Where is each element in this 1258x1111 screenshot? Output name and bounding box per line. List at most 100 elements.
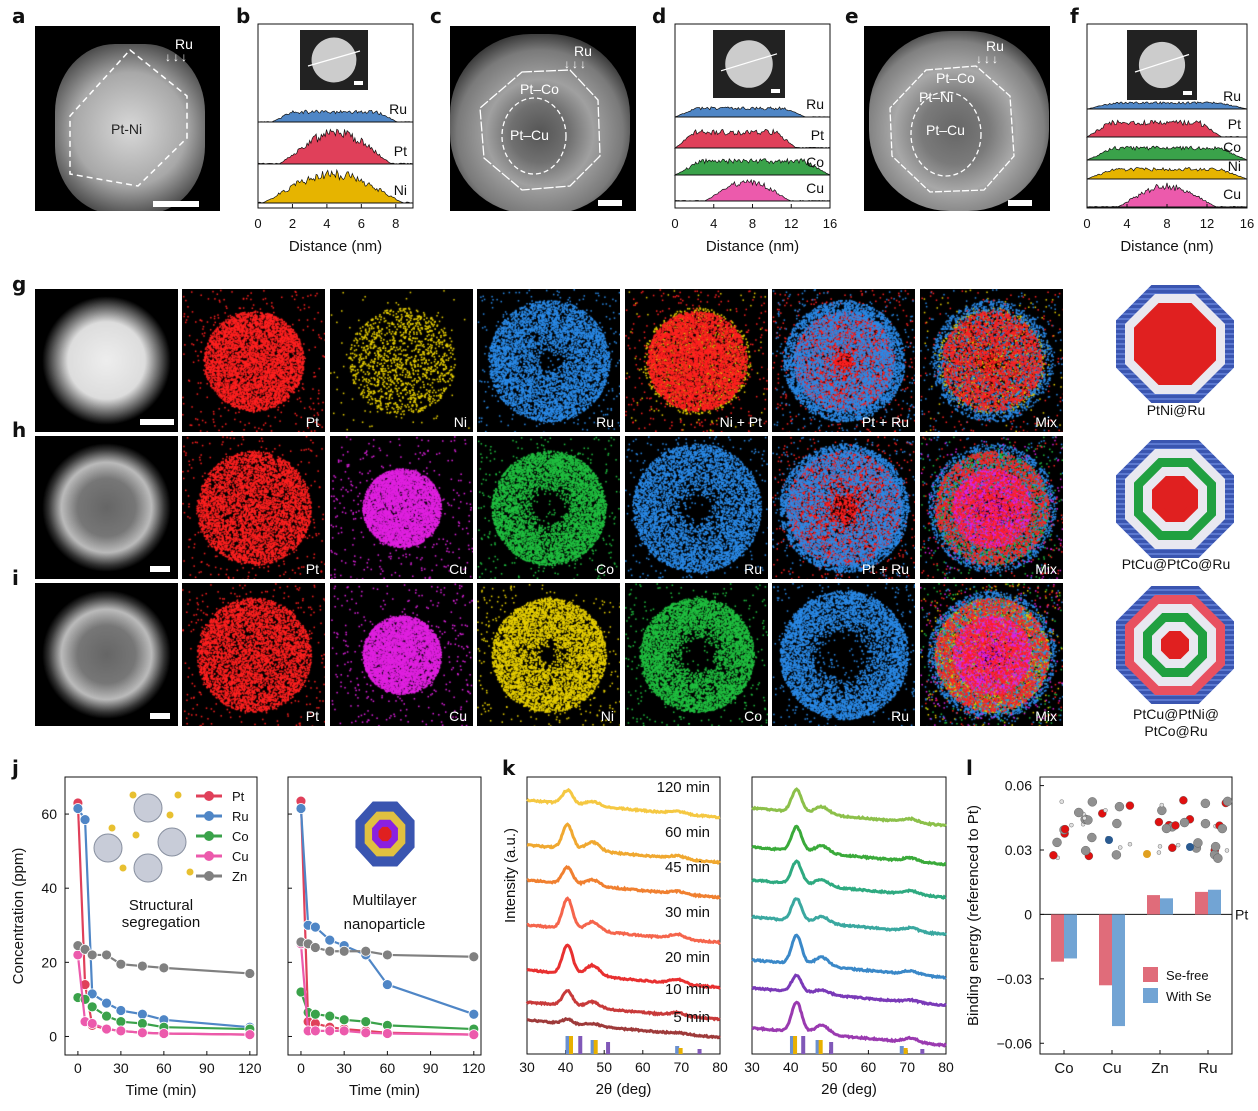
atom	[1179, 796, 1188, 805]
panel-label-l: l	[966, 756, 973, 780]
atom	[1049, 851, 1058, 860]
reference-pattern-tick	[793, 1036, 798, 1054]
data-point-ru	[468, 1008, 480, 1020]
y-tick-label: −0.03	[997, 971, 1033, 987]
profile-ru	[1086, 101, 1248, 110]
scale-bar	[1008, 200, 1032, 206]
x-tick-label: 30	[113, 1060, 129, 1076]
x-tick-label: 80	[712, 1059, 728, 1075]
xrd-pattern	[751, 933, 947, 980]
atom	[1193, 838, 1203, 848]
plot-frame	[287, 776, 482, 1056]
profile-ni	[257, 168, 414, 204]
xrd-pattern-20-min	[526, 943, 721, 990]
bar-with-se-co	[1064, 914, 1077, 959]
reference-pattern-tick	[789, 1036, 794, 1054]
eds-map-cu: Cu	[330, 583, 473, 726]
atom	[1074, 807, 1084, 818]
reference-pattern-tick	[590, 1040, 595, 1054]
map-label: Cu	[449, 708, 467, 724]
x-axis-label: Time (min)	[349, 1082, 420, 1099]
data-point-cu	[381, 1028, 393, 1039]
bar-with-se-zn	[1160, 898, 1173, 915]
x-tick-label: 4	[710, 216, 717, 231]
annotation: Structural	[129, 897, 193, 914]
x-tick-label-cu: Cu	[1102, 1060, 1121, 1077]
atom	[1087, 832, 1097, 843]
y-tick-label: 0.06	[1005, 778, 1032, 794]
xrd-pattern-30-min	[526, 896, 721, 946]
model-ptcu-ptco-ru	[1116, 440, 1234, 558]
panel-label-k: k	[502, 756, 516, 780]
panel-label-i: i	[12, 566, 19, 590]
nanoparticle-sphere	[133, 793, 163, 823]
stem-image-e: Pt–Co Pt–Ni Pt–Cu Ru ↓↓↓	[864, 26, 1050, 211]
atom	[1179, 817, 1190, 828]
x-tick-label: 50	[596, 1059, 612, 1075]
x-tick-label-co: Co	[1054, 1060, 1073, 1077]
scale-bar	[140, 419, 174, 425]
atom	[1156, 850, 1162, 855]
legend-marker	[204, 831, 214, 841]
data-point-cu	[324, 1025, 336, 1037]
reference-pattern-tick	[903, 1048, 908, 1054]
y-tick-label: 20	[41, 954, 57, 970]
data-point-co	[101, 1010, 112, 1022]
data-point-cu	[86, 1018, 98, 1029]
xrd-pattern-45-min	[526, 864, 721, 900]
x-tick-label: 70	[674, 1059, 690, 1075]
data-point-zn	[468, 951, 480, 963]
data-point-co	[115, 1016, 127, 1028]
panel-label-g: g	[12, 272, 27, 296]
map-label: Mix	[1035, 708, 1057, 724]
data-point-cu	[338, 1025, 350, 1037]
y-tick-label: 60	[41, 806, 57, 822]
atom	[1161, 823, 1172, 834]
y-axis-label: Concentration (ppm)	[10, 848, 27, 985]
x-tick-label: 80	[938, 1059, 954, 1075]
legend-swatch	[1143, 988, 1158, 1003]
reference-pattern-tick	[920, 1049, 925, 1054]
legend-label-pt: Pt	[232, 789, 245, 804]
map-label: Pt	[305, 561, 319, 577]
arrow-label: Ru	[574, 43, 592, 59]
time-label: 10 min	[665, 981, 710, 998]
reference-pattern-tick	[697, 1049, 702, 1054]
profile-pt	[1085, 119, 1248, 138]
x-tick-label: 30	[744, 1059, 760, 1075]
particle	[311, 37, 357, 83]
x-tick-label: 120	[462, 1060, 486, 1076]
x-tick-label: 8	[392, 216, 399, 231]
eds-map-ni: Ni	[477, 583, 620, 726]
region-label: Pt–Ni	[919, 89, 954, 105]
small-cluster	[186, 868, 194, 876]
arrows-icon: ↓↓↓	[976, 52, 1000, 66]
atomic-layer	[1161, 485, 1189, 513]
x-tick-label: 60	[861, 1059, 877, 1075]
map-label: Ru	[744, 561, 762, 577]
eds-map-ni-pt: Ni + Pt	[625, 289, 768, 432]
data-point-ru	[79, 814, 91, 826]
data-point-co	[309, 1008, 321, 1020]
data-point-cu	[360, 1027, 372, 1039]
data-point-ru	[381, 979, 393, 990]
x-axis-label: 2θ (deg)	[596, 1081, 652, 1098]
plot-frame	[1039, 776, 1233, 1055]
reference-pattern-tick	[899, 1046, 904, 1054]
series-label-ni: Ni	[1228, 158, 1241, 174]
atom	[1159, 802, 1164, 808]
x-tick-label: 0	[297, 1060, 305, 1076]
x-tick-label: 60	[635, 1059, 651, 1075]
panel-label-d: d	[652, 4, 667, 28]
bar-se-free-ru	[1195, 891, 1208, 915]
x-axis-label: Distance (nm)	[706, 238, 799, 255]
small-cluster	[132, 831, 140, 839]
eds-map-ru: Ru	[625, 436, 768, 579]
eds-map-ni: Ni	[330, 289, 473, 432]
data-point-ru	[101, 997, 112, 1009]
region-label: Pt–Cu	[510, 127, 549, 143]
metal-atom	[1105, 836, 1113, 844]
data-point-zn	[136, 960, 148, 972]
data-point-ru	[295, 803, 307, 814]
